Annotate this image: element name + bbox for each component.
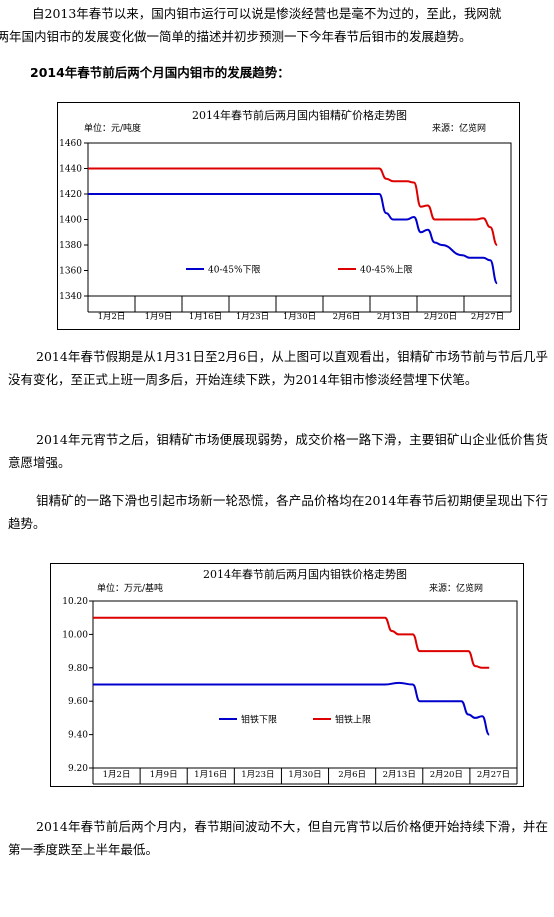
unit-label: 单位：万元/基吨 — [97, 582, 163, 594]
x-tick-label: 1月23日 — [236, 312, 269, 322]
legend-label: 钼铁上限 — [335, 714, 371, 726]
x-tick-label: 1月30日 — [288, 770, 321, 780]
x-tick-label: 1月30日 — [283, 312, 316, 322]
y-tick-label: 1340 — [59, 292, 82, 302]
source-label: 来源：亿览网 — [432, 122, 486, 134]
source-label: 来源：亿览网 — [429, 582, 483, 594]
y-tick-label: 1360 — [59, 267, 82, 277]
intro-line-2: 近两年国内钼市的发展变化做一简单的描述并初步预测一下今年春节后钼市的发展趋势。 — [0, 29, 472, 44]
y-tick-label: 9.20 — [68, 764, 88, 774]
y-tick-label: 1420 — [59, 190, 82, 200]
intro-paragraph: 自2013年春节以来，国内钼市运行可以说是惨淡经营也是毫不为过的，至此，我网就 … — [0, 2, 548, 48]
series-line-1 — [93, 681, 490, 736]
series-line-2 — [88, 167, 498, 246]
y-tick-label: 1400 — [59, 216, 82, 226]
x-tick-label: 2月6日 — [333, 312, 361, 322]
ferromolybdenum-chart: 2014年春节前后两月国内钼铁价格走势图单位：万元/基吨 来源：亿览网 9.20 9.… — [50, 563, 524, 787]
x-tick-label: 1月9日 — [150, 770, 178, 780]
x-tick-label: 2月20日 — [424, 312, 457, 322]
paragraph-3: 钼精矿的一路下滑也引起市场新一轮恐慌，各产品价格均在2014年春节后初期便呈现出… — [8, 493, 548, 531]
y-tick-label: 9.40 — [68, 731, 88, 741]
y-tick-label: 1440 — [59, 165, 82, 175]
x-tick-label: 2月27日 — [477, 770, 510, 780]
molybdenum-concentrate-chart: 2014年春节前后两月国内钼精矿价格走势图单位：元/吨度 来源：亿览网 1340 13… — [57, 102, 520, 330]
x-tick-label: 1月23日 — [241, 770, 274, 780]
y-tick-label: 10.00 — [62, 630, 88, 640]
y-tick-label: 10.20 — [62, 597, 88, 607]
x-tick-label: 2月13日 — [377, 312, 410, 322]
paragraph-1: 2014年春节假期是从1月31日至2月6日，从上图可以直观看出，钼精矿市场节前与… — [8, 349, 548, 387]
x-tick-label: 1月9日 — [145, 312, 173, 322]
y-tick-label: 1380 — [59, 241, 82, 251]
x-tick-label: 2月6日 — [338, 770, 366, 780]
chart-title: 2014年春节前后两月国内钼精矿价格走势图 — [192, 108, 407, 122]
section-heading: 2014年春节前后两个月国内钼市的发展趋势： — [30, 65, 290, 80]
y-tick-label: 1460 — [59, 139, 82, 149]
series-line-1 — [88, 193, 499, 285]
legend-label: 40-45%下限 — [208, 265, 261, 276]
x-tick-label: 1月16日 — [189, 312, 222, 322]
x-tick-label: 1月2日 — [98, 312, 126, 322]
legend-label: 40-45%上限 — [360, 265, 413, 276]
x-tick-label: 1月16日 — [194, 770, 227, 780]
x-tick-label: 2月27日 — [471, 312, 504, 322]
x-tick-label: 1月2日 — [103, 770, 131, 780]
y-tick-label: 9.80 — [68, 664, 88, 674]
y-tick-label: 9.60 — [68, 697, 88, 707]
x-tick-label: 2月13日 — [383, 770, 416, 780]
chart-title: 2014年春节前后两月国内钼铁价格走势图 — [203, 567, 407, 581]
x-tick-label: 2月20日 — [430, 770, 463, 780]
legend-label: 钼铁下限 — [241, 714, 277, 726]
intro-line-1: 自2013年春节以来，国内钼市运行可以说是惨淡经营也是毫不为过的，至此，我网就 — [32, 6, 502, 21]
unit-label: 单位：元/吨度 — [84, 122, 141, 134]
paragraph-2: 2014年元宵节之后，钼精矿市场便展现弱势，成交价格一路下滑，主要钼矿山企业低价… — [8, 432, 548, 470]
series-line-2 — [92, 616, 490, 669]
paragraph-4: 2014年春节前后两个月内，春节期间波动不大，但自元宵节以后价格便开始持续下滑，… — [8, 819, 548, 857]
